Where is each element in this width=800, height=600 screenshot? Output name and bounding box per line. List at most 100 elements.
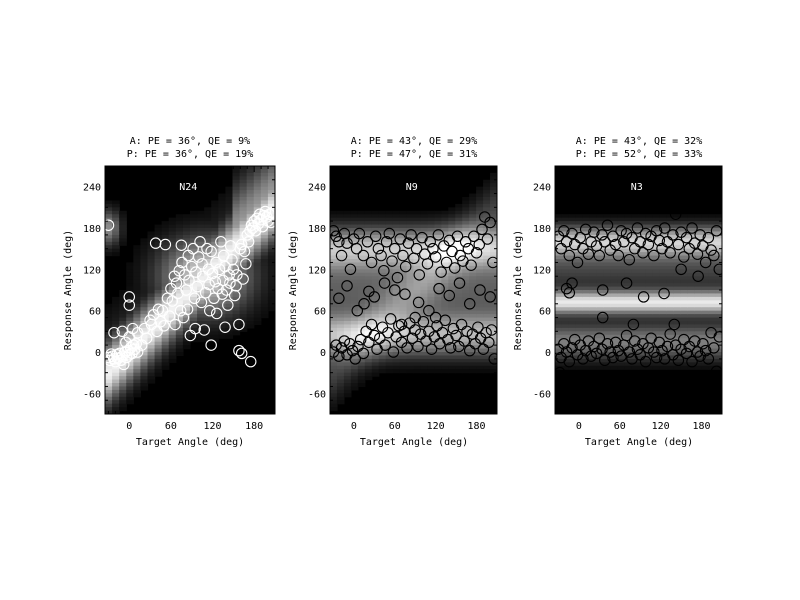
data-point xyxy=(156,304,169,317)
data-point xyxy=(238,245,251,258)
panel-1: A: PE = 36°, QE = 9% P: PE = 36°, QE = 19… xyxy=(63,136,276,448)
data-point xyxy=(623,346,636,358)
data-point xyxy=(702,353,715,365)
data-point xyxy=(174,304,187,317)
data-point xyxy=(227,263,240,276)
data-point xyxy=(678,251,690,263)
data-point xyxy=(623,253,636,266)
data-point xyxy=(653,234,666,247)
y-tick-label: 240 xyxy=(83,183,101,194)
data-point xyxy=(631,222,644,234)
y-tick-label: -60 xyxy=(308,389,326,400)
data-point xyxy=(397,249,409,262)
data-point xyxy=(699,344,712,357)
data-point xyxy=(637,291,650,303)
data-point xyxy=(192,251,205,263)
data-point xyxy=(473,238,486,251)
data-point xyxy=(705,244,717,256)
data-point xyxy=(213,263,226,276)
data-point xyxy=(472,321,484,333)
data-point xyxy=(599,354,611,367)
data-point xyxy=(661,340,674,353)
y-tick-label: -60 xyxy=(83,389,101,400)
data-point xyxy=(215,236,227,248)
data-point xyxy=(368,329,381,342)
data-point xyxy=(686,222,698,234)
y-axis-label: Response Angle (deg) xyxy=(63,230,74,350)
y-tick-label: -60 xyxy=(533,389,551,400)
y-tick-label: 180 xyxy=(83,224,101,235)
panel-header-line1: A: PE = 43°, QE = 29% xyxy=(351,136,477,147)
data-point xyxy=(372,242,385,255)
data-point xyxy=(563,249,576,262)
data-point xyxy=(639,355,652,368)
data-point xyxy=(368,291,381,303)
data-point xyxy=(577,353,589,365)
data-point xyxy=(353,227,366,240)
condition-label: N3 xyxy=(631,182,643,193)
data-point xyxy=(555,366,566,379)
data-point xyxy=(387,346,400,358)
data-point xyxy=(596,229,608,241)
x-tick-label: 0 xyxy=(576,421,582,432)
data-point xyxy=(229,289,241,302)
data-point xyxy=(399,260,412,273)
condition-label: N24 xyxy=(179,182,197,193)
data-point xyxy=(365,318,378,331)
y-tick-label: 60 xyxy=(89,307,101,318)
data-point xyxy=(380,236,393,248)
data-point xyxy=(423,304,435,317)
data-point xyxy=(599,236,611,248)
data-point xyxy=(333,350,345,362)
data-point xyxy=(596,311,609,324)
data-point xyxy=(702,231,715,244)
data-point xyxy=(226,253,238,266)
data-point xyxy=(648,346,660,358)
data-point xyxy=(688,335,701,347)
data-point xyxy=(398,325,411,338)
data-point xyxy=(560,236,573,248)
data-point xyxy=(205,339,217,351)
data-point xyxy=(350,242,363,255)
condition-label: N9 xyxy=(406,182,418,193)
data-point xyxy=(435,266,447,278)
data-point xyxy=(399,288,411,300)
data-point xyxy=(421,258,434,270)
data-point xyxy=(484,216,496,229)
data-point xyxy=(432,229,445,241)
data-point xyxy=(672,354,685,367)
data-point xyxy=(487,256,497,269)
data-point xyxy=(344,337,356,350)
y-tick-label: 180 xyxy=(308,224,326,235)
data-point xyxy=(369,230,382,243)
data-point xyxy=(210,307,223,320)
data-point xyxy=(242,236,255,248)
data-point xyxy=(249,225,262,237)
data-point xyxy=(386,255,398,267)
data-point xyxy=(604,346,616,358)
data-point xyxy=(233,318,245,331)
x-tick-label: 60 xyxy=(165,421,177,432)
data-point xyxy=(451,230,464,243)
data-point xyxy=(424,236,436,248)
data-point xyxy=(566,277,578,289)
data-point xyxy=(713,263,722,276)
data-point xyxy=(450,329,462,342)
y-axis-label: Response Angle (deg) xyxy=(513,230,524,350)
x-tick-label: 120 xyxy=(652,421,670,432)
data-point xyxy=(481,233,494,245)
data-point xyxy=(465,259,477,271)
panel-3: A: PE = 43°, QE = 32% P: PE = 52°, QE = 3… xyxy=(513,136,723,448)
data-point xyxy=(378,277,391,289)
data-point xyxy=(454,249,466,262)
data-point xyxy=(697,337,709,350)
x-axis-label: Target Angle (deg) xyxy=(360,437,468,448)
x-tick-label: 120 xyxy=(204,421,222,432)
data-point xyxy=(191,280,204,293)
y-tick-label: 0 xyxy=(320,348,326,359)
heatmap xyxy=(330,166,497,414)
y-tick-label: 240 xyxy=(533,183,551,194)
data-point xyxy=(401,342,413,354)
panel-header-line1: A: PE = 36°, QE = 9% xyxy=(130,136,250,147)
data-point xyxy=(395,318,408,331)
